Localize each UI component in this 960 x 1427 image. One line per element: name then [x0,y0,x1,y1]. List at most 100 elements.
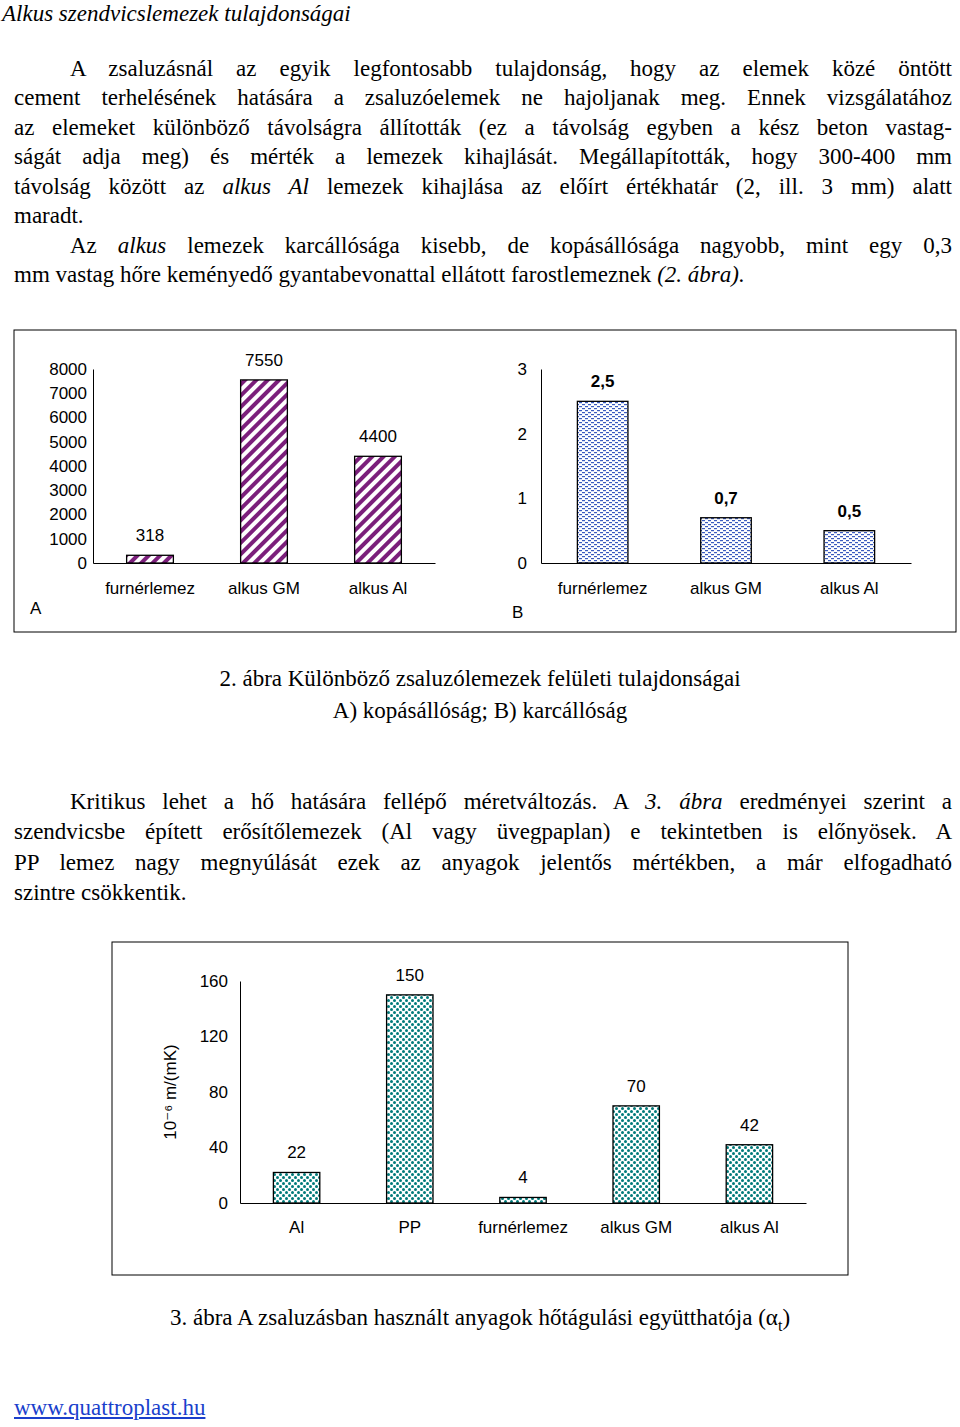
paragraph-line: Az alkus lemezek karcállósága kisebb, de… [70,232,952,260]
tick-label: 0 [518,554,527,573]
data-labels: 2,50,70,5 [591,372,861,520]
footer-link[interactable]: www.quattroplast.hu [14,1394,205,1422]
chart: 31875504400 0 1000 2000 3000 4000 5000 6000 7000… [30,351,436,618]
text-run: alkus Al [222,174,309,199]
category-label: Al [289,1218,304,1237]
text-run: távolság között az [14,174,222,199]
bar [824,531,875,563]
category-label: alkus Al [349,579,408,598]
text-run: szintre csökkentik. [14,880,186,905]
bar [127,555,174,563]
bar [577,401,628,563]
tick-label: 40 [209,1138,228,1157]
y-tick: 6000 [49,408,93,427]
paragraph-line: mm vastag hőre keményedő gyantabevonatta… [14,261,745,289]
bars [273,995,772,1203]
y-tick: 3000 [49,481,93,500]
data-label: 4 [518,1168,527,1187]
y-axis: 0 40 80 120 160 [200,972,241,1213]
paragraph-line: távolság között az alkus Al lemezek kiha… [14,173,952,201]
bar [241,380,288,563]
y-tick: 3 [518,360,541,379]
tick-label: 0 [219,1194,228,1213]
paragraph-line: PP lemez nagy megnyúlását ezek az anyago… [14,849,952,877]
x-axis: furnérlemez alkus GM alkus Al [94,563,436,598]
text-run: 3. ábra [645,789,723,814]
bar [500,1197,546,1203]
data-label: 70 [627,1077,646,1096]
paragraph-line: maradt. [14,202,84,230]
text-run: maradt. [14,203,84,228]
bars [577,401,874,563]
y-tick: 120 [200,1027,240,1046]
bar [701,518,752,563]
y-tick: 0 [78,554,93,573]
text-run: 2. ábra Különböző zsaluzólemezek felület… [219,666,740,691]
text-run: lemezek karcállósága kisebb, de kopásáll… [166,233,952,258]
tick-label: 120 [200,1027,228,1046]
axis-line [241,1203,807,1204]
y-tick: 160 [200,972,240,991]
caption-line: 2. ábra Különböző zsaluzólemezek felület… [219,665,740,693]
axis-line [542,563,912,564]
text-run: eredményei szerint a [723,789,952,814]
tick-label: 1000 [49,530,87,549]
text-run: szendvicsbe épített erősítőlemezek (Al v… [14,819,952,844]
data-labels: 22 150 4 70 42 [287,966,759,1188]
y-tick: 7000 [49,384,93,403]
x-tick: alkus Al [720,1203,779,1237]
x-tick: alkus GM [228,563,300,598]
axis-line [240,982,241,1204]
bar [355,456,402,563]
paragraph-line: szendvicsbe épített erősítőlemezek (Al v… [14,818,952,846]
axis-line [541,370,542,564]
category-label: furnérlemez [558,579,648,598]
bar [387,995,433,1203]
text-run: A) kopásállóság; B) karcállóság [333,698,627,723]
y-axis: 0 1000 2000 3000 4000 5000 6000 7000 8000 [49,360,93,573]
y-tick: 2 [518,425,541,444]
x-axis: furnérlemezalkus GMalkus Al [542,563,912,598]
category-label: furnérlemez [105,579,195,598]
data-labels: 31875504400 [136,351,397,545]
data-label: 22 [287,1143,306,1162]
y-tick: 0 [219,1194,240,1213]
category-label: alkus Al [720,1218,779,1237]
category-label: alkus GM [600,1218,672,1237]
data-label: 318 [136,526,164,545]
bar [273,1172,319,1203]
y-tick: 40 [209,1138,240,1157]
figure-frame [112,942,848,1275]
text-run: lemezek kihajlása az előírt értékhatár (… [309,174,952,199]
text-run: az elemeket különböző távolságra állítot… [14,115,952,140]
text-run: A zsaluzásnál az egyik legfontosabb tula… [70,56,952,81]
chart: 221504704204080120160AlPPfurnérlemezalku… [161,966,806,1237]
text-run: Kritikus lehet a hő hatására fellépő mér… [70,789,645,814]
y-tick: 4000 [49,457,93,476]
axis-line [93,370,94,564]
y-tick: 2000 [49,505,93,524]
paragraph-line: A zsaluzásnál az egyik legfontosabb tula… [70,55,952,83]
tick-label: 3 [518,360,527,379]
category-label: alkus Al [820,579,879,598]
tick-label: 7000 [49,384,87,403]
text-run: (2. ábra). [657,262,745,287]
figure-frame [14,330,956,632]
data-label: 150 [396,966,424,985]
data-label: 42 [740,1116,759,1135]
text-run: ) [782,1305,790,1330]
data-label: 0,7 [714,489,738,508]
tick-label: 4000 [49,457,87,476]
paragraph-line: az elemeket különböző távolságra állítot… [14,114,952,142]
panel-label: B [512,603,523,622]
x-tick: furnérlemez [105,563,195,598]
caption-line: A) kopásállóság; B) karcállóság [333,697,627,725]
chart: 2,50,70,50123furnérlemezalkus GMalkus Al… [512,360,912,622]
y-tick: 80 [209,1083,240,1102]
text-run: 3. ábra A zsaluzásban használt anyagok h… [170,1305,778,1330]
x-tick: Al [289,1203,304,1237]
tick-label: 5000 [49,433,87,452]
tick-label: 8000 [49,360,87,379]
y-tick: 5000 [49,433,93,452]
y-axis-title: 10⁻⁶ m/(mK) [161,1044,180,1139]
